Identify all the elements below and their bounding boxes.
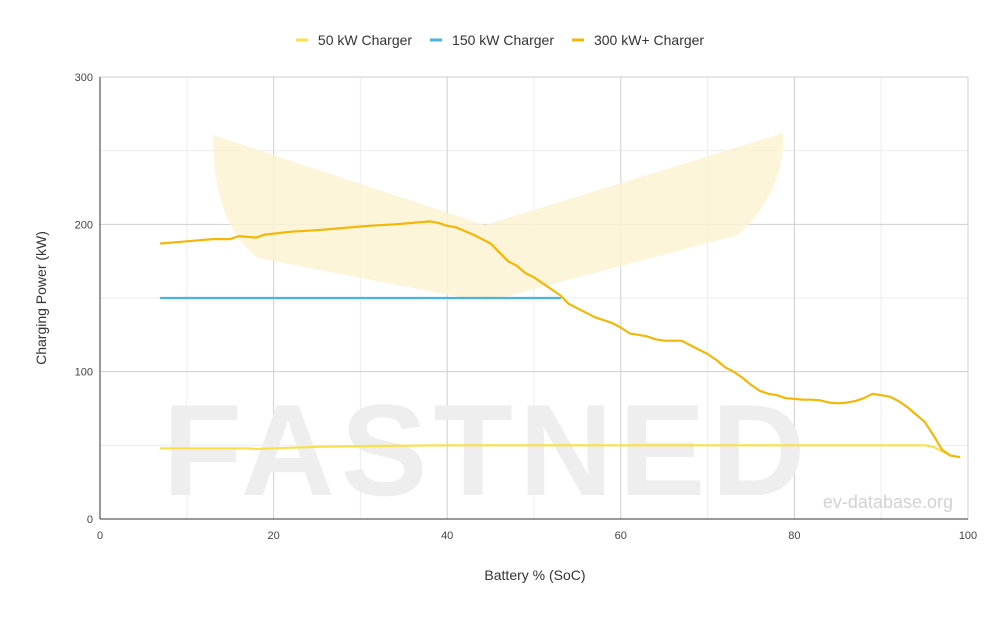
fastned-watermark-text: FASTNED: [163, 377, 812, 523]
legend-label: 300 kW+ Charger: [594, 32, 704, 48]
series-layer: [159, 220, 961, 459]
x-tick-label: 80: [788, 530, 800, 542]
legend: 50 kW Charger 150 kW Charger 300 kW+ Charg…: [295, 32, 704, 48]
y-tick-label: 0: [87, 514, 93, 526]
legend-item: 150 kW Charger: [430, 32, 554, 48]
legend-item: 50 kW Charger: [295, 32, 412, 48]
axis-layer: 0 20 40 60 80 100 0 100 200 300: [75, 72, 978, 542]
x-tick-label: 40: [441, 530, 453, 542]
fastned-logo-watermark: [213, 133, 784, 302]
legend-label: 50 kW Charger: [318, 32, 412, 48]
ev-database-watermark: ev-database.org: [823, 492, 953, 512]
x-axis-title: Battery % (SoC): [484, 567, 585, 583]
series-line: [159, 444, 961, 459]
x-tick-label: 0: [97, 530, 103, 542]
x-tick-label: 60: [615, 530, 627, 542]
y-tick-label: 100: [75, 367, 93, 379]
y-tick-label: 200: [75, 219, 93, 231]
y-tick-label: 300: [75, 72, 93, 84]
y-axis-title: Charging Power (kW): [33, 231, 49, 365]
legend-item: 300 kW+ Charger: [571, 32, 704, 48]
x-tick-label: 20: [267, 530, 279, 542]
x-tick-label: 100: [959, 530, 977, 542]
series-line: [159, 220, 961, 459]
legend-label: 150 kW Charger: [452, 32, 554, 48]
